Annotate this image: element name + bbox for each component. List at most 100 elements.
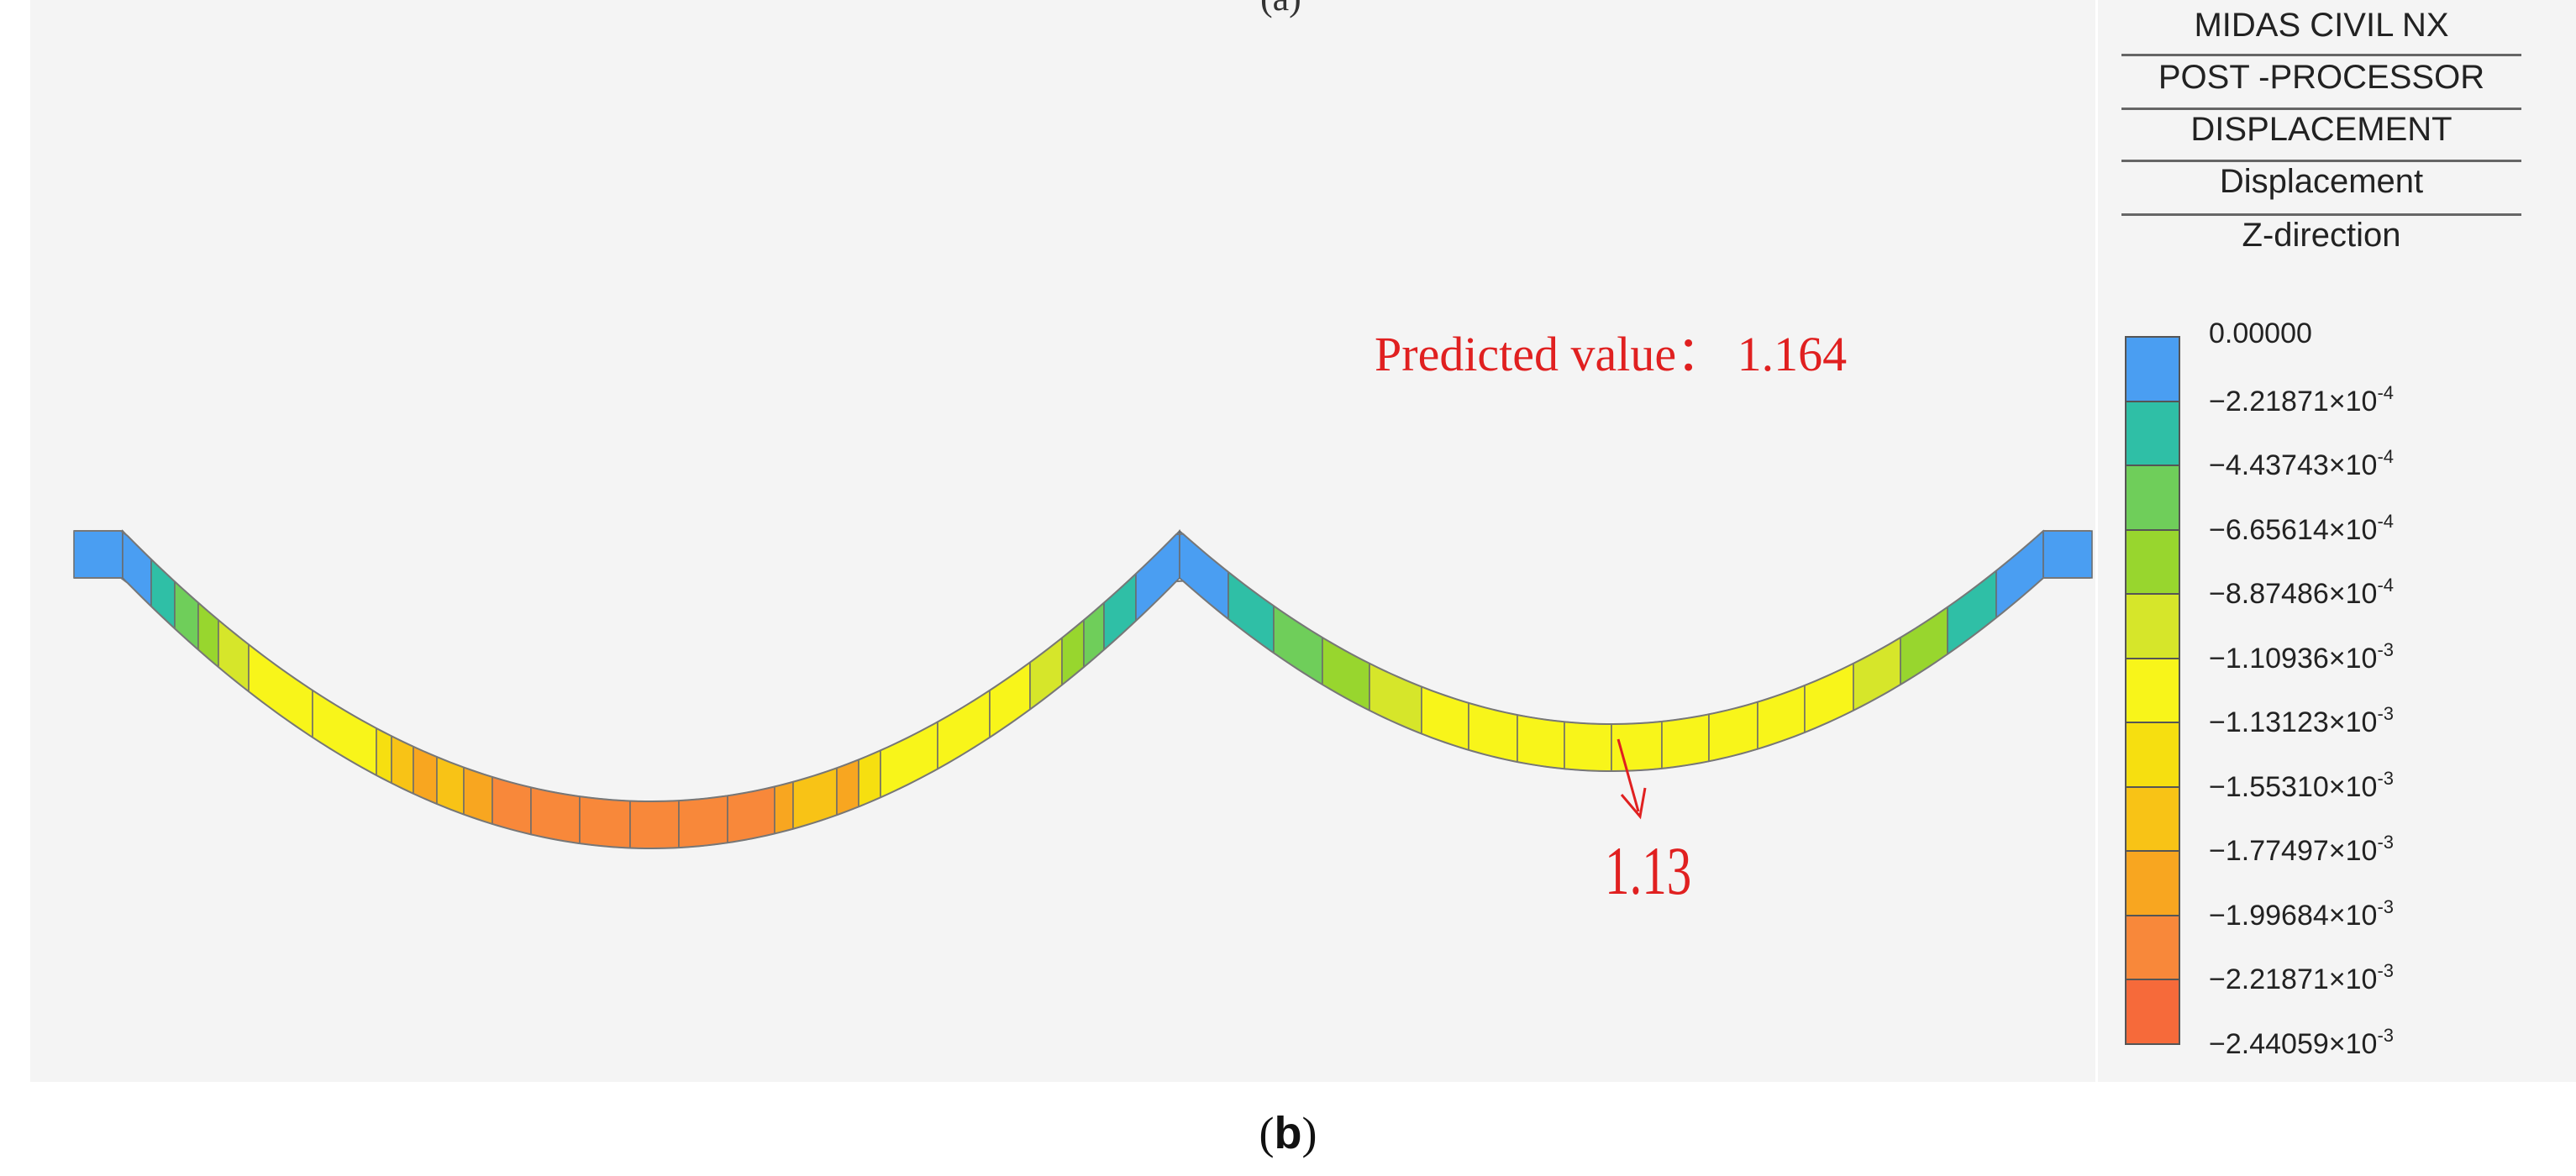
legend-level-label: −1.99684×10-3 [2209,896,2394,932]
panel-title-result: DISPLACEMENT [2190,111,2452,148]
legend-level-exponent: -3 [2377,895,2394,917]
legend-level-mantissa: −1.13123×10 [2209,706,2378,738]
beam-element [1228,570,1275,654]
beam-element [1564,721,1612,772]
legend-swatch [2125,722,2180,788]
legend-level-mantissa: −2.21871×10 [2209,963,2378,995]
title-divider [2121,160,2521,162]
beam-element [376,727,392,785]
beam-element [1322,636,1370,712]
beam-element [122,529,152,608]
legend-level-exponent: -3 [2377,1024,2394,1046]
legend-level-label: −1.77497×10-3 [2209,832,2394,868]
beam-element [248,643,313,739]
beam-element [218,618,250,693]
legend-level-exponent: -3 [2377,832,2394,853]
beam-element [937,689,991,770]
legend-level-exponent: -3 [2377,960,2394,981]
panel-title-component: Displacement [2219,163,2424,200]
beam-outline [74,577,2090,849]
legend-level-exponent: -3 [2377,638,2394,660]
legend-swatch [2125,400,2180,466]
title-divider [2121,108,2521,110]
beam-cells [73,529,2093,849]
beam-edges [74,530,2090,849]
legend-level-label: −2.44059×10-3 [2209,1025,2394,1061]
legend-level-mantissa: −1.10936×10 [2209,642,2378,675]
beam-element [1517,714,1565,770]
beam-element [1708,701,1759,763]
title-divider [2121,213,2521,216]
beam-element [1947,569,1997,656]
panel-title-direction: Z-direction [2242,217,2401,254]
legend-level-label: −1.10936×10-3 [2209,639,2394,675]
title-divider [2121,54,2521,56]
beam-element [73,530,124,579]
beam-element [312,689,377,777]
legend-level-label: −1.55310×10-3 [2209,768,2394,804]
caption-open: ( [1259,1108,1275,1158]
annotation-arrow-head [1620,787,1647,820]
legend-level-exponent: -3 [2377,703,2394,724]
beam-element [1273,604,1323,686]
beam-element [836,759,860,816]
legend-level-mantissa: −1.99684×10 [2209,899,2378,932]
legend-level-exponent: -4 [2377,575,2394,596]
beam-element [792,767,838,830]
legend-level-label: −1.13123×10-3 [2209,703,2394,739]
beam-element [678,795,728,848]
legend-swatch [2125,336,2180,402]
legend-swatch [2125,785,2180,852]
beam-element [1853,636,1901,712]
legend-level-label: −4.43743×10-4 [2209,446,2394,482]
beam-element [1029,636,1063,711]
beam-element [2042,530,2093,579]
legend-level-label: 0.00000 [2209,318,2312,350]
beam-element [1995,529,2044,619]
beam-element [1468,701,1518,764]
caption-letter: b [1274,1108,1302,1158]
annotation-arrow-shaft [1617,738,1640,812]
legend-level-label: −8.87486×10-4 [2209,575,2394,611]
legend-swatch [2125,465,2180,531]
beam-element [1179,529,1229,621]
panel-title-software: MIDAS CIVIL NX [2194,7,2449,44]
beam-element [629,800,680,849]
beam-outline [74,530,2090,802]
panel-title-module: POST -PROCESSOR [2158,59,2485,96]
beam-element [1661,713,1710,769]
legend-level-exponent: -4 [2377,381,2394,403]
legend-level-label: −2.21871×10-4 [2209,382,2394,418]
legend-swatch [2125,914,2180,980]
beam-element [774,780,794,835]
legend-panel: MIDAS CIVIL NX POST -PROCESSOR DISPLACEM… [2095,0,2576,1082]
legend-level-mantissa: −1.77497×10 [2209,835,2378,867]
legend-level-label: −6.65614×10-4 [2209,511,2394,547]
beam-element [579,795,631,849]
legend-swatch [2125,528,2180,595]
legend-level-mantissa: −4.43743×10 [2209,449,2378,481]
beam-element [1103,572,1137,652]
figure-caption: (b) [0,1107,2576,1159]
beam-element [1135,529,1180,622]
legend-level-exponent: -4 [2377,446,2394,467]
predicted-value-label: Predicted value： 1.164 [1375,327,1848,381]
legend-swatch [2125,657,2180,723]
legend-swatch [2125,979,2180,1045]
top-caption: (a) [1260,0,1301,19]
legend-swatch [2125,593,2180,659]
legend-level-label: −2.21871×10-3 [2209,960,2394,996]
legend-level-mantissa: −8.87486×10 [2209,578,2378,610]
legend-level-exponent: -4 [2377,510,2394,532]
legend-level-mantissa: −2.21871×10 [2209,385,2378,417]
beam-element [989,660,1031,739]
measured-value-label: 1.13 [1605,832,1692,909]
beam-element [880,721,938,799]
beam-element [1900,606,1948,686]
legend-swatch [2125,850,2180,916]
legend-level-mantissa: −1.55310×10 [2209,770,2378,803]
legend-level-mantissa: 0.00000 [2209,318,2312,349]
legend-level-exponent: -3 [2377,767,2394,789]
caption-close: ) [1301,1108,1317,1158]
